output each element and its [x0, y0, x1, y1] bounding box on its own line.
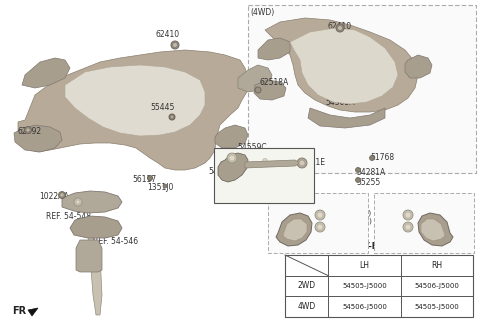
Bar	[214, 148, 314, 203]
Text: (4WD): (4WD)	[385, 195, 409, 204]
Circle shape	[26, 128, 30, 132]
Polygon shape	[76, 240, 102, 272]
Text: 54505A: 54505A	[325, 98, 355, 107]
Polygon shape	[405, 55, 432, 78]
Text: 62518A: 62518A	[260, 78, 289, 87]
Text: (RH) 54500S: (RH) 54500S	[385, 210, 429, 216]
Text: (4WD): (4WD)	[250, 8, 274, 17]
Text: (2WD): (2WD)	[278, 195, 302, 204]
Polygon shape	[254, 80, 286, 100]
Circle shape	[337, 26, 343, 31]
Text: TENSION ARM ASSY-FRT: TENSION ARM ASSY-FRT	[285, 242, 388, 251]
Text: 62410: 62410	[156, 30, 180, 39]
Circle shape	[403, 222, 413, 232]
Polygon shape	[18, 50, 248, 170]
Text: 62492: 62492	[18, 127, 42, 136]
Circle shape	[74, 198, 82, 206]
Text: 1351J0: 1351J0	[147, 183, 173, 192]
Polygon shape	[65, 65, 205, 136]
Circle shape	[170, 115, 173, 118]
FancyBboxPatch shape	[268, 193, 368, 253]
Polygon shape	[22, 58, 70, 88]
Text: 1022AA: 1022AA	[39, 192, 69, 201]
Text: 54504A: 54504A	[290, 227, 320, 236]
Circle shape	[299, 160, 305, 166]
Text: 54506-J5000: 54506-J5000	[342, 304, 387, 310]
Circle shape	[261, 157, 269, 165]
Text: 54506-J5000: 54506-J5000	[414, 283, 459, 289]
Polygon shape	[276, 213, 312, 246]
Text: 54500H: 54500H	[208, 167, 238, 176]
Circle shape	[76, 200, 80, 204]
Bar	[285, 255, 473, 317]
Polygon shape	[14, 125, 62, 152]
Text: FR: FR	[12, 306, 26, 316]
Text: RH: RH	[431, 261, 443, 270]
Circle shape	[356, 177, 360, 182]
Polygon shape	[265, 18, 418, 112]
Circle shape	[169, 114, 175, 120]
FancyBboxPatch shape	[248, 5, 476, 173]
Circle shape	[263, 158, 267, 163]
Polygon shape	[215, 125, 248, 148]
Polygon shape	[245, 160, 300, 168]
Text: 54504A: 54504A	[430, 227, 460, 236]
Text: 4WD: 4WD	[298, 302, 316, 311]
Circle shape	[172, 43, 178, 48]
Text: 54559C: 54559C	[237, 143, 266, 152]
Text: 54505-J5000: 54505-J5000	[342, 283, 387, 289]
Text: 55255: 55255	[356, 178, 380, 187]
Circle shape	[171, 41, 179, 49]
Polygon shape	[218, 153, 248, 182]
Circle shape	[336, 24, 344, 32]
Circle shape	[255, 87, 261, 93]
Text: (LH) 54500T: (LH) 54500T	[385, 218, 428, 224]
Polygon shape	[28, 308, 38, 316]
Circle shape	[403, 210, 413, 220]
Text: 54551E: 54551E	[296, 158, 325, 167]
Text: REF. 54-548: REF. 54-548	[46, 212, 91, 221]
Circle shape	[297, 158, 307, 168]
Polygon shape	[421, 219, 445, 241]
Text: 62410: 62410	[328, 22, 352, 31]
Circle shape	[60, 193, 64, 197]
Circle shape	[370, 155, 374, 160]
Circle shape	[315, 222, 325, 232]
Circle shape	[405, 212, 411, 218]
Text: 54505-J5000: 54505-J5000	[414, 304, 459, 310]
Circle shape	[163, 184, 167, 188]
Circle shape	[315, 210, 325, 220]
Polygon shape	[70, 216, 122, 238]
Text: 56117: 56117	[132, 175, 156, 184]
Circle shape	[356, 168, 360, 173]
Text: 2WD: 2WD	[298, 281, 316, 291]
Polygon shape	[283, 219, 307, 241]
Circle shape	[405, 224, 411, 230]
Text: 51768: 51768	[370, 153, 394, 162]
FancyBboxPatch shape	[374, 193, 474, 253]
Text: 54503S(LH): 54503S(LH)	[330, 210, 371, 216]
Text: 55445: 55445	[151, 103, 175, 112]
Circle shape	[240, 150, 246, 156]
Text: 54500T(RH): 54500T(RH)	[330, 218, 372, 224]
Polygon shape	[418, 213, 453, 246]
Polygon shape	[238, 65, 272, 92]
Text: REF. 54-546: REF. 54-546	[94, 237, 139, 246]
Circle shape	[317, 224, 323, 230]
Text: LH: LH	[360, 261, 370, 270]
Polygon shape	[62, 191, 122, 213]
Circle shape	[24, 127, 32, 133]
Circle shape	[147, 175, 153, 180]
Circle shape	[317, 212, 323, 218]
Text: 54281A: 54281A	[356, 168, 385, 177]
Polygon shape	[258, 38, 290, 60]
Circle shape	[59, 192, 65, 198]
Polygon shape	[290, 28, 398, 104]
Polygon shape	[88, 237, 102, 315]
Circle shape	[229, 155, 235, 161]
Polygon shape	[308, 108, 385, 128]
Circle shape	[227, 153, 237, 163]
